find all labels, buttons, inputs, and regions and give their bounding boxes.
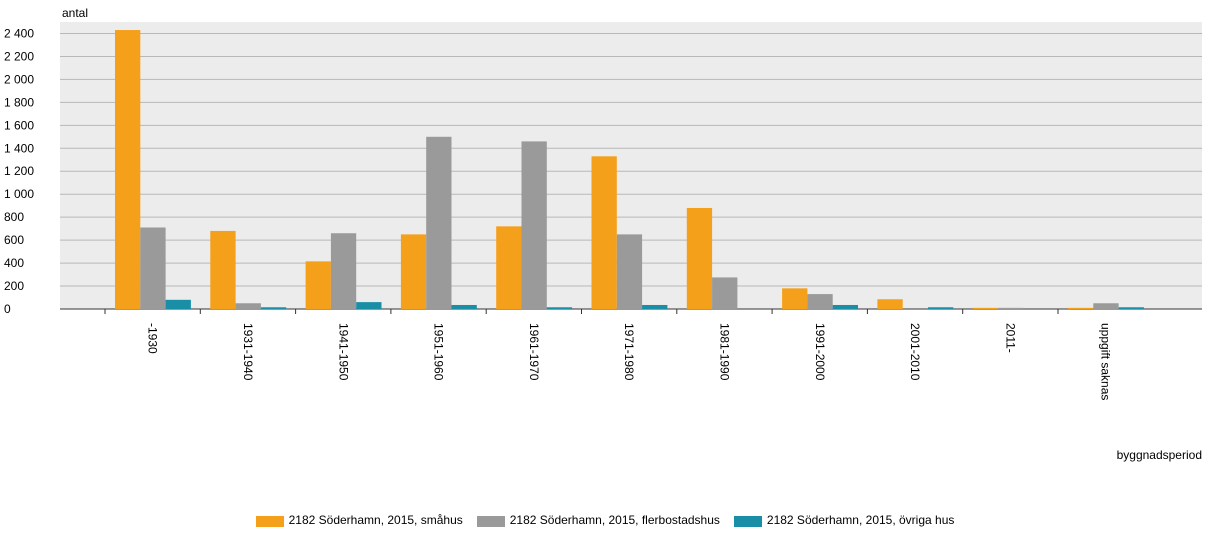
bar (591, 156, 617, 309)
y-tick-label: 600 (4, 233, 24, 247)
bar (928, 307, 954, 309)
bar (877, 299, 903, 309)
y-tick-label: 2 000 (4, 72, 34, 86)
bar (807, 294, 833, 309)
chart: antal byggnadsperiod 0 200 400 600 800 1 000 1… (4, 6, 1202, 462)
bar (235, 303, 261, 309)
bar (400, 234, 427, 309)
x-tick-label: uppgift saknas (1099, 323, 1113, 400)
bar (330, 233, 357, 309)
bar (998, 307, 1024, 309)
y-tick-label: 400 (4, 256, 24, 270)
legend-label: 2182 Söderhamn, 2015, småhus (288, 513, 463, 527)
y-tick-label: 1 400 (4, 141, 34, 155)
x-tick-label: 1951-1960 (432, 323, 446, 381)
bar (972, 307, 998, 309)
legend-label: 2182 Söderhamn, 2015, övriga hus (766, 513, 955, 527)
y-tick-label: 800 (4, 210, 24, 224)
bar (686, 207, 713, 309)
bar (356, 302, 382, 309)
bar (616, 234, 643, 309)
bar (210, 230, 236, 309)
y-tick-label: 1 200 (4, 164, 34, 178)
legend-swatch (476, 516, 505, 527)
bar (1093, 303, 1119, 309)
legend-label: 2182 Söderhamn, 2015, flerbostadshus (509, 513, 720, 527)
bar (1118, 307, 1144, 309)
x-tick-label: 1991-2000 (813, 323, 827, 381)
x-axis-label: byggnadsperiod (1117, 448, 1202, 462)
bar (712, 277, 738, 309)
bar (782, 288, 808, 309)
bar (546, 307, 573, 309)
bar (260, 307, 287, 309)
legend-swatch (255, 516, 284, 527)
x-tick-label: 1931-1940 (241, 323, 255, 381)
legend: 2182 Söderhamn, 2015, småhus 2182 Söderha… (0, 514, 1210, 527)
x-tick-label: 1971-1980 (622, 323, 636, 381)
legend-item: 2182 Söderhamn, 2015, småhus (255, 513, 463, 527)
y-axis-label: antal (62, 6, 88, 20)
bar (140, 227, 166, 309)
y-tick-label: 1 800 (4, 95, 34, 109)
bar (426, 136, 452, 309)
bar (496, 226, 522, 309)
bar (521, 141, 547, 309)
x-tick-label: 1941-1950 (336, 323, 350, 381)
bar (305, 261, 331, 309)
bar (451, 304, 477, 309)
y-tick-label: 1 600 (4, 118, 34, 132)
x-tick-label: -1930 (146, 323, 160, 354)
bar (115, 30, 141, 309)
bar (1068, 307, 1094, 309)
legend-item: 2182 Söderhamn, 2015, övriga hus (733, 513, 955, 527)
bar (165, 299, 191, 309)
x-tick-label: 2011- (1003, 323, 1017, 353)
y-tick-label: 2 400 (4, 26, 34, 40)
x-tick-label: 1961-1970 (527, 323, 541, 381)
bar (642, 304, 668, 309)
y-tick-label: 2 200 (4, 49, 34, 63)
y-tick-label: 200 (4, 279, 24, 293)
bar (832, 304, 858, 309)
x-tick-label: 1981-1990 (717, 323, 731, 381)
x-tick-label: 2001-2010 (908, 323, 922, 381)
y-tick-label: 1 000 (4, 187, 34, 201)
legend-swatch (733, 516, 762, 527)
y-tick-label: 0 (4, 302, 11, 316)
legend-item: 2182 Söderhamn, 2015, flerbostadshus (476, 513, 720, 527)
